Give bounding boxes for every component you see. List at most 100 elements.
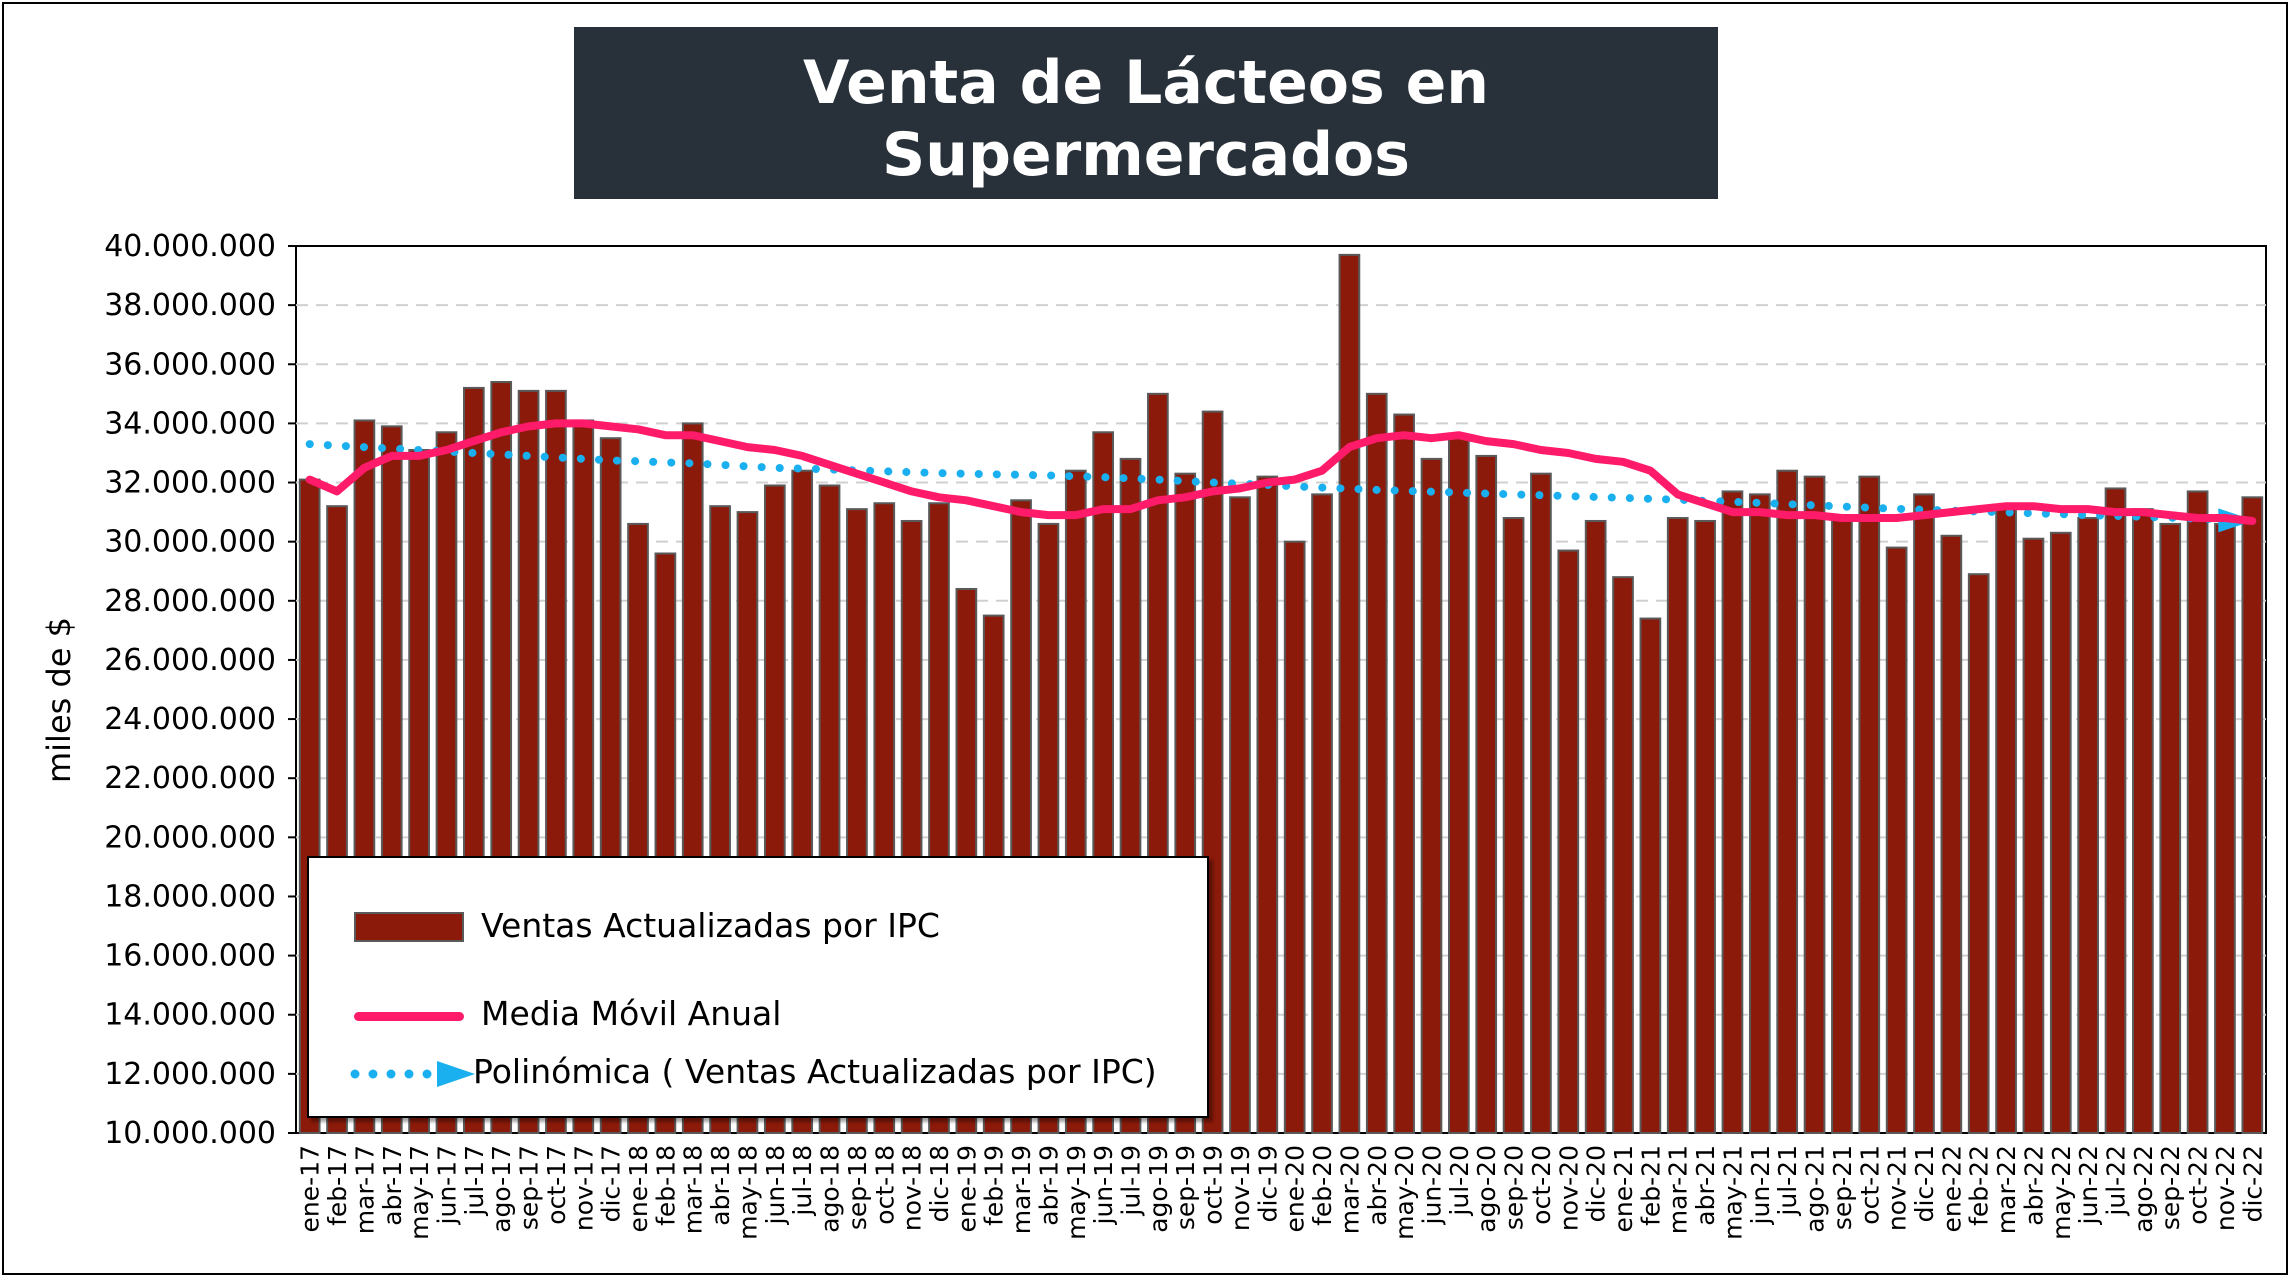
y-tick-label: 32.000.000 xyxy=(104,466,276,501)
legend-label-bars: Ventas Actualizadas por IPC xyxy=(481,906,940,945)
x-tick-label: nov-17 xyxy=(569,1145,598,1231)
x-tick-label: jun-22 xyxy=(2074,1145,2103,1225)
x-tick-label: ago-21 xyxy=(1801,1145,1830,1233)
y-tick-label: 20.000.000 xyxy=(104,820,276,855)
x-tick-label: oct-21 xyxy=(1855,1145,1884,1225)
x-tick-label: abr-17 xyxy=(378,1145,407,1226)
y-tick-label: 14.000.000 xyxy=(104,998,276,1033)
bar xyxy=(1584,519,1607,1134)
bar xyxy=(2104,487,2127,1134)
bar xyxy=(1420,457,1443,1134)
x-tick-label: ago-19 xyxy=(1144,1145,1173,1233)
x-tick-label: may-20 xyxy=(1390,1145,1419,1240)
y-tick-label: 34.000.000 xyxy=(104,406,276,441)
bar xyxy=(1913,493,1935,1134)
x-tick-label: oct-20 xyxy=(1527,1145,1556,1225)
bar xyxy=(2077,517,2100,1134)
x-tick-label: jun-18 xyxy=(761,1145,790,1225)
y-tick-label: 30.000.000 xyxy=(104,525,276,560)
x-tick-label: sep-22 xyxy=(2156,1145,2185,1230)
legend-swatch-moving-average xyxy=(354,1012,464,1021)
x-tick-label: may-21 xyxy=(1718,1145,1747,1240)
x-tick-label: ago-18 xyxy=(816,1145,845,1233)
x-tick-label: ene-17 xyxy=(296,1145,325,1232)
x-tick-label: sep-19 xyxy=(1171,1145,1200,1230)
x-tick-label: jun-21 xyxy=(1746,1145,1775,1225)
x-tick-label: abr-18 xyxy=(706,1145,735,1226)
bar xyxy=(1995,505,2017,1135)
chart-subtitle: - monto actualizado por IPC - xyxy=(769,195,1523,249)
legend-label-moving-average: Media Móvil Anual xyxy=(481,994,782,1033)
y-tick-label: 10.000.000 xyxy=(104,1116,276,1151)
bar xyxy=(1666,517,1689,1134)
x-tick-label: jul-19 xyxy=(1117,1145,1146,1217)
legend-item-bars: Ventas Actualizadas por IPC xyxy=(309,896,1207,956)
x-tick-label: jun-19 xyxy=(1089,1145,1118,1225)
x-tick-label: mar-22 xyxy=(1992,1145,2021,1234)
bar xyxy=(1694,519,1716,1134)
x-tick-label: ene-21 xyxy=(1609,1145,1638,1232)
x-tick-label: jun-20 xyxy=(1417,1145,1446,1225)
x-tick-label: ago-22 xyxy=(2129,1145,2158,1233)
x-tick-label: ago-17 xyxy=(487,1145,516,1233)
x-tick-label: ene-19 xyxy=(952,1145,981,1232)
x-tick-label: jul-18 xyxy=(788,1145,817,1217)
bar xyxy=(1229,496,1251,1135)
bar xyxy=(1475,454,1498,1134)
moving-average-line xyxy=(305,419,2257,525)
x-tick-label: dic-21 xyxy=(1910,1145,1939,1222)
x-tick-label: mar-21 xyxy=(1664,1145,1693,1234)
bar xyxy=(1283,540,1306,1134)
x-tick-label: mar-18 xyxy=(679,1145,708,1234)
x-tick-label: oct-17 xyxy=(542,1145,571,1225)
x-tick-label: dic-19 xyxy=(1253,1145,1282,1222)
trend-line xyxy=(305,440,2257,525)
bar xyxy=(1338,253,1361,1134)
x-tick-label: feb-19 xyxy=(980,1145,1009,1226)
bar xyxy=(1831,514,1853,1134)
bar xyxy=(1612,576,1634,1134)
y-tick-label: 12.000.000 xyxy=(104,1057,276,1092)
x-tick-label: sep-20 xyxy=(1500,1145,1529,1230)
x-tick-label: sep-17 xyxy=(515,1145,544,1230)
x-tick-label: feb-20 xyxy=(1308,1145,1337,1226)
x-tick-label: mar-19 xyxy=(1007,1145,1036,1234)
bar xyxy=(1803,475,1826,1134)
x-tick-label: feb-22 xyxy=(1965,1145,1994,1226)
x-tick-label: nov-21 xyxy=(1883,1145,1912,1231)
x-tick-label: jul-22 xyxy=(2102,1145,2131,1217)
bar xyxy=(1502,517,1525,1134)
y-tick-label: 28.000.000 xyxy=(104,584,276,619)
bar xyxy=(2241,496,2264,1135)
y-tick-label: 40.000.000 xyxy=(104,229,276,264)
x-tick-label: may-22 xyxy=(2047,1145,2076,1240)
bar xyxy=(1256,475,1279,1134)
x-tick-label: jul-20 xyxy=(1445,1145,1474,1217)
y-tick-label: 16.000.000 xyxy=(104,939,276,974)
x-tick-label: dic-17 xyxy=(597,1145,626,1222)
x-tick-label: dic-20 xyxy=(1582,1145,1611,1222)
x-tick-label: feb-18 xyxy=(651,1145,680,1226)
bar xyxy=(2186,490,2209,1134)
y-tick-label: 22.000.000 xyxy=(104,761,276,796)
x-tick-label: abr-22 xyxy=(2019,1145,2048,1226)
x-tick-label: sep-18 xyxy=(843,1145,872,1230)
bar xyxy=(1365,392,1388,1135)
x-tick-label: ene-18 xyxy=(624,1145,653,1232)
x-tick-label: may-17 xyxy=(405,1145,434,1240)
legend-label-trend: Polinómica ( Ventas Actualizadas por IPC… xyxy=(473,1052,1157,1091)
x-tick-label: nov-22 xyxy=(2211,1145,2240,1231)
title-box: Venta de Lácteos en Supermercados - mont… xyxy=(574,27,1718,249)
x-tick-label: feb-21 xyxy=(1636,1145,1665,1226)
y-tick-label: 24.000.000 xyxy=(104,702,276,737)
y-tick-label: 38.000.000 xyxy=(104,288,276,323)
chart-title: Venta de Lácteos en Supermercados xyxy=(802,48,1490,190)
bar xyxy=(1447,437,1470,1134)
legend-item-moving-average: Media Móvil Anual xyxy=(309,984,1207,1044)
bar xyxy=(1776,469,1799,1134)
bar xyxy=(1967,573,1990,1134)
x-tick-label: mar-20 xyxy=(1335,1145,1364,1234)
x-tick-label: dic-22 xyxy=(2238,1145,2267,1222)
bar xyxy=(2159,522,2182,1134)
bar xyxy=(1721,490,1744,1134)
